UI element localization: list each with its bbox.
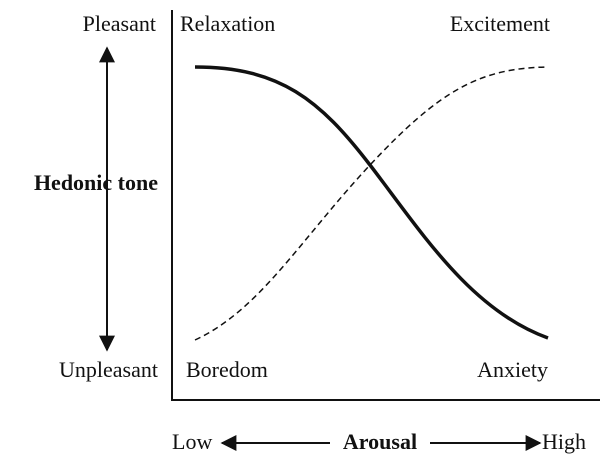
hedonic-label: Hedonic tone: [34, 170, 158, 195]
unpleasant-label: Unpleasant: [59, 357, 158, 382]
arousal-label: Arousal: [343, 429, 417, 454]
low-label: Low: [172, 429, 212, 454]
high-label: High: [542, 429, 586, 454]
excitement-label: Excitement: [450, 11, 550, 36]
solid-curve: [194, 65, 549, 340]
pleasant-label: Pleasant: [83, 11, 156, 36]
relaxation-label: Relaxation: [180, 11, 275, 36]
boredom-label: Boredom: [186, 357, 268, 382]
anxiety-label: Anxiety: [477, 357, 548, 382]
dashed-curve: [194, 66, 549, 341]
